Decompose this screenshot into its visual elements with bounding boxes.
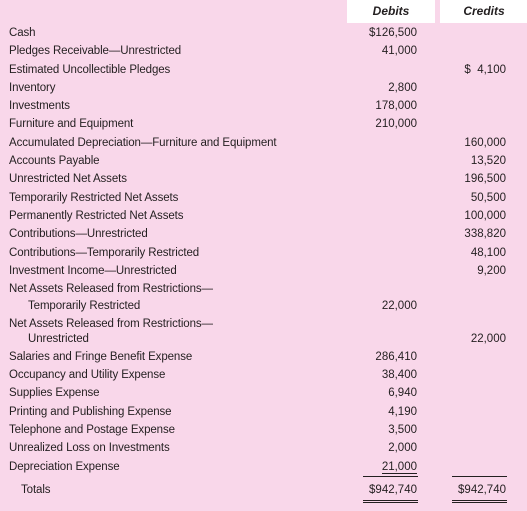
debit-amount: 41,000 — [381, 45, 417, 57]
debit-total-rule — [363, 476, 418, 477]
debits-column-header: Debits — [372, 4, 410, 18]
debits-header-band — [347, 0, 435, 23]
credits-header-band — [440, 0, 527, 23]
account-label: Pledges Receivable—Unrestricted — [9, 45, 182, 57]
credit-double-rule-2 — [452, 502, 507, 503]
debit-double-rule-2 — [363, 502, 418, 503]
credit-amount: 50,500 — [470, 192, 506, 204]
account-label: Unrealized Loss on Investments — [9, 442, 170, 454]
debit-amount: 2,800 — [388, 82, 417, 94]
totals-label: Totals — [21, 484, 51, 496]
account-label: Net Assets Released from Restrictions— — [9, 283, 213, 295]
account-label: Accumulated Depreciation—Furniture and E… — [9, 137, 277, 149]
credit-amount: 160,000 — [464, 137, 506, 149]
debit-amount: $126,500 — [369, 27, 417, 39]
credits-column-header: Credits — [463, 4, 505, 18]
account-label: Investments — [9, 100, 70, 112]
account-label: Furniture and Equipment — [9, 118, 134, 130]
credit-amount: 13,520 — [470, 155, 506, 167]
credit-amount: 9,200 — [477, 265, 506, 277]
debit-amount: 286,410 — [375, 351, 417, 363]
credit-amount: 22,000 — [470, 333, 506, 345]
credit-amount: 338,820 — [464, 228, 506, 240]
debit-amount: 21,000 — [381, 461, 417, 474]
account-label: Temporarily Restricted Net Assets — [9, 192, 179, 204]
account-label: Contributions—Temporarily Restricted — [9, 247, 200, 259]
account-label: Inventory — [9, 82, 56, 94]
debit-amount: 6,940 — [388, 387, 417, 399]
debit-double-rule-1 — [363, 500, 418, 501]
account-label: Accounts Payable — [9, 155, 100, 167]
debit-amount: 210,000 — [375, 118, 417, 130]
totals-credit: $942,740 — [458, 484, 506, 496]
account-label: Contributions—Unrestricted — [9, 228, 148, 240]
account-label: Telephone and Postage Expense — [9, 424, 175, 436]
credit-amount: 48,100 — [470, 247, 506, 259]
credit-amount: 100,000 — [464, 210, 506, 222]
debit-amount: 22,000 — [381, 300, 417, 312]
account-label: Supplies Expense — [9, 387, 100, 399]
debit-amount: 4,190 — [388, 406, 417, 418]
credit-double-rule-1 — [452, 500, 507, 501]
account-label: Net Assets Released from Restrictions— — [9, 318, 213, 330]
account-label: Unrestricted Net Assets — [9, 173, 127, 185]
account-label: Investment Income—Unrestricted — [9, 265, 177, 277]
account-label: Salaries and Fringe Benefit Expense — [9, 351, 193, 363]
credit-amount: 196,500 — [464, 173, 506, 185]
account-label: Estimated Uncollectible Pledges — [9, 64, 171, 76]
account-label: Depreciation Expense — [9, 461, 120, 473]
account-label: Temporarily Restricted — [28, 300, 141, 312]
account-label: Printing and Publishing Expense — [9, 406, 172, 418]
credit-total-rule — [452, 476, 507, 477]
debit-amount: 2,000 — [388, 442, 417, 454]
totals-debit: $942,740 — [369, 484, 417, 496]
debit-amount: 38,400 — [381, 369, 417, 381]
account-label: Occupancy and Utility Expense — [9, 369, 166, 381]
account-label: Cash — [9, 27, 36, 39]
credit-amount: $ 4,100 — [464, 64, 506, 76]
debit-amount: 178,000 — [375, 100, 417, 112]
account-label: Permanently Restricted Net Assets — [9, 210, 184, 222]
account-label: Unrestricted — [28, 333, 89, 345]
debit-amount: 3,500 — [388, 424, 417, 436]
